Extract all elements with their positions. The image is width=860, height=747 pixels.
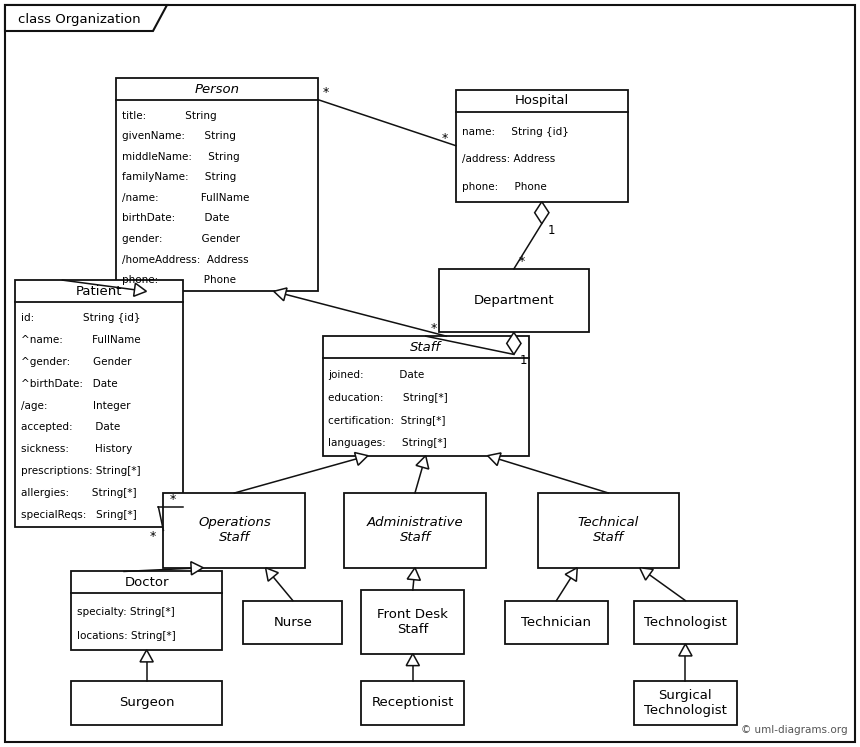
- Text: Patient: Patient: [76, 285, 123, 297]
- Text: Staff: Staff: [410, 341, 441, 353]
- Bar: [634, 681, 737, 725]
- Polygon shape: [507, 332, 521, 354]
- Text: Operations
Staff: Operations Staff: [198, 516, 271, 545]
- Polygon shape: [416, 456, 429, 469]
- Bar: [71, 571, 222, 650]
- Bar: [15, 280, 183, 527]
- Text: givenName:      String: givenName: String: [122, 131, 236, 141]
- Text: birthDate:         Date: birthDate: Date: [122, 214, 230, 223]
- Bar: [116, 78, 318, 291]
- Bar: [439, 269, 589, 332]
- Bar: [361, 590, 464, 654]
- Polygon shape: [133, 283, 146, 297]
- Text: joined:           Date: joined: Date: [329, 371, 425, 380]
- Bar: [538, 493, 679, 568]
- Text: prescriptions: String[*]: prescriptions: String[*]: [22, 466, 141, 476]
- Text: Receptionist: Receptionist: [372, 696, 454, 710]
- Text: 1: 1: [519, 354, 527, 368]
- Text: Technician: Technician: [521, 616, 592, 629]
- Text: Surgical
Technologist: Surgical Technologist: [644, 689, 727, 717]
- Text: Person: Person: [194, 83, 240, 96]
- Text: name:     String {id}: name: String {id}: [462, 127, 568, 137]
- Text: *: *: [322, 86, 329, 99]
- Bar: [634, 601, 737, 644]
- Polygon shape: [408, 568, 421, 580]
- Text: Doctor: Doctor: [125, 576, 169, 589]
- Polygon shape: [354, 453, 368, 465]
- Bar: [505, 601, 608, 644]
- Bar: [322, 336, 529, 456]
- Text: specialty: String[*]: specialty: String[*]: [77, 607, 175, 617]
- Text: *: *: [169, 493, 175, 506]
- Text: /age:              Integer: /age: Integer: [22, 400, 131, 411]
- Polygon shape: [273, 288, 287, 301]
- Text: *: *: [519, 255, 525, 268]
- Text: Department: Department: [474, 294, 554, 307]
- Text: familyName:     String: familyName: String: [122, 173, 236, 182]
- Text: title:            String: title: String: [122, 111, 217, 121]
- Text: 1: 1: [548, 223, 556, 237]
- Text: © uml-diagrams.org: © uml-diagrams.org: [741, 725, 848, 735]
- Polygon shape: [640, 568, 654, 580]
- Text: Surgeon: Surgeon: [119, 696, 175, 710]
- Bar: [456, 90, 628, 202]
- Polygon shape: [5, 5, 167, 31]
- Text: accepted:       Date: accepted: Date: [22, 423, 120, 433]
- Polygon shape: [679, 644, 692, 656]
- Text: /name:             FullName: /name: FullName: [122, 193, 249, 203]
- Text: id:               String {id}: id: String {id}: [22, 314, 141, 323]
- Bar: [361, 681, 464, 725]
- Polygon shape: [488, 453, 501, 465]
- Text: phone:     Phone: phone: Phone: [462, 182, 547, 192]
- Text: gender:            Gender: gender: Gender: [122, 234, 240, 244]
- Text: sickness:        History: sickness: History: [22, 444, 132, 454]
- Text: allergies:       String[*]: allergies: String[*]: [22, 488, 137, 498]
- Polygon shape: [191, 562, 203, 575]
- Polygon shape: [535, 202, 549, 223]
- Text: middleName:     String: middleName: String: [122, 152, 240, 162]
- Text: Technical
Staff: Technical Staff: [578, 516, 639, 545]
- Text: phone:              Phone: phone: Phone: [122, 275, 236, 285]
- Text: *: *: [442, 131, 448, 145]
- Text: ^birthDate:   Date: ^birthDate: Date: [22, 379, 118, 389]
- Text: Technologist: Technologist: [644, 616, 727, 629]
- Text: languages:     String[*]: languages: String[*]: [329, 438, 447, 448]
- Polygon shape: [565, 568, 577, 581]
- Polygon shape: [406, 654, 420, 666]
- Text: specialReqs:   Sring[*]: specialReqs: Sring[*]: [22, 509, 138, 520]
- Bar: [163, 493, 305, 568]
- Text: ^name:         FullName: ^name: FullName: [22, 335, 141, 345]
- Text: Front Desk
Staff: Front Desk Staff: [378, 608, 448, 636]
- Polygon shape: [266, 568, 279, 581]
- Text: certification:  String[*]: certification: String[*]: [329, 415, 446, 426]
- Text: *: *: [431, 322, 437, 335]
- Bar: [71, 681, 222, 725]
- Text: /homeAddress:  Address: /homeAddress: Address: [122, 255, 249, 264]
- Text: class Organization: class Organization: [18, 13, 140, 25]
- Text: *: *: [150, 530, 156, 543]
- Text: education:      String[*]: education: String[*]: [329, 393, 448, 403]
- Text: ^gender:       Gender: ^gender: Gender: [22, 357, 132, 367]
- Bar: [344, 493, 486, 568]
- Text: Administrative
Staff: Administrative Staff: [366, 516, 464, 545]
- Text: locations: String[*]: locations: String[*]: [77, 631, 176, 642]
- Text: Nurse: Nurse: [273, 616, 312, 629]
- Text: /address: Address: /address: Address: [462, 155, 555, 164]
- Text: Hospital: Hospital: [514, 94, 569, 107]
- Bar: [243, 601, 342, 644]
- Polygon shape: [140, 650, 153, 662]
